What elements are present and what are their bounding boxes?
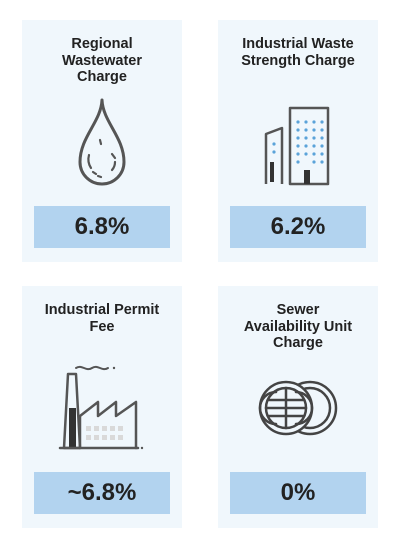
buildings-icon [248, 92, 348, 192]
rate-value: ~6.8% [34, 472, 170, 514]
card-title: Industrial Waste Strength Charge [241, 36, 355, 69]
card-title: Industrial Permit Fee [44, 302, 160, 335]
rate-card-industrial-waste-strength: Industrial Waste Strength Charge 6.2% [218, 20, 378, 262]
rate-card-sewer-availability: Sewer Availability Unit Charge 0% [218, 286, 378, 528]
rate-card-regional-wastewater: Regional Wastewater Charge 6.8% [22, 20, 182, 262]
water-drop-icon [52, 92, 152, 192]
card-title: Sewer Availability Unit Charge [243, 302, 353, 351]
rate-card-industrial-permit-fee: Industrial Permit Fee ~6.8% [22, 286, 182, 528]
card-title: Regional Wastewater Charge [61, 36, 143, 85]
coins-icon [248, 358, 348, 458]
rate-value: 0% [230, 472, 366, 514]
factory-icon [52, 358, 152, 458]
rate-value: 6.8% [34, 206, 170, 248]
rate-value: 6.2% [230, 206, 366, 248]
